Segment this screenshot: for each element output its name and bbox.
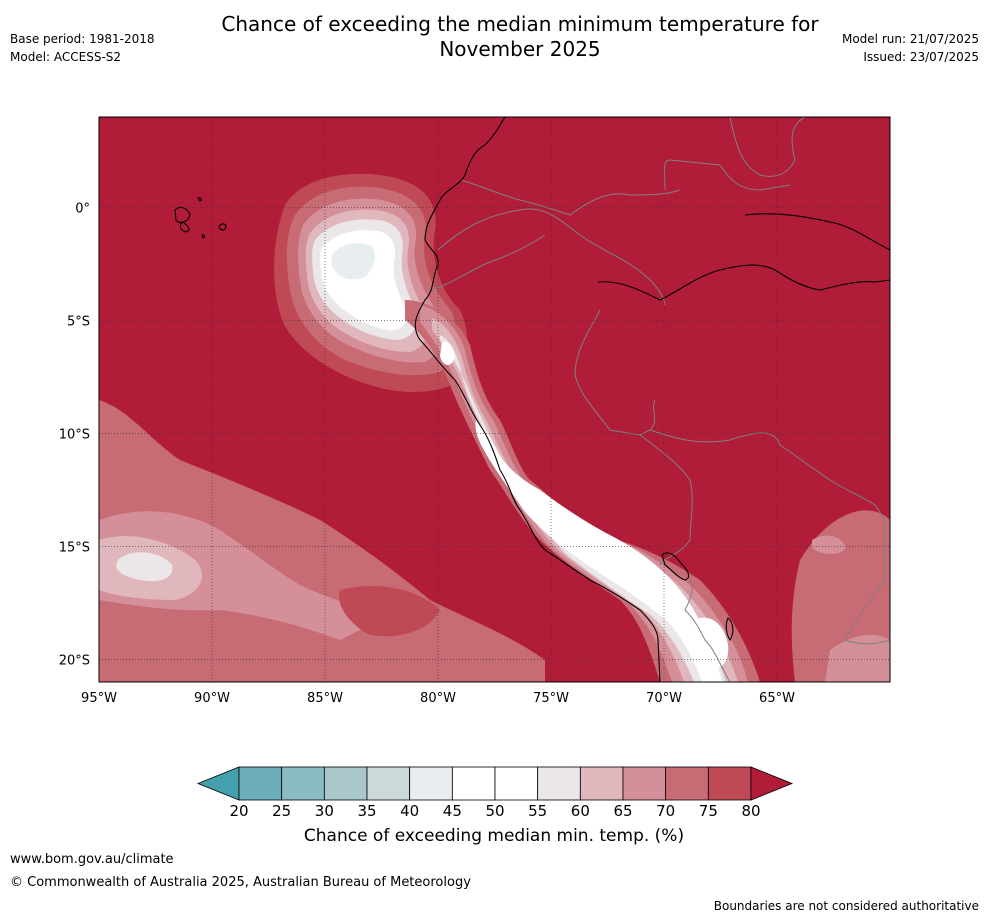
colorbar-label: Chance of exceeding median min. temp. (%… xyxy=(303,826,685,846)
contour-inland-patch-50 xyxy=(693,617,729,669)
lon-tick-label: 95°W xyxy=(81,691,117,706)
latitude-tick-labels: 0° 5°S 10°S 15°S 20°S xyxy=(59,201,90,668)
island-galapagos-2 xyxy=(179,221,190,233)
border-peru-bolivia xyxy=(639,434,693,566)
colorbar-swatch xyxy=(622,766,667,801)
base-period-text: Base period: 1981-2018 xyxy=(10,32,155,46)
colorbar-tick-label: 75 xyxy=(699,802,718,820)
longitude-tick-labels: 95°W 90°W 85°W 80°W 75°W 70°W 65°W xyxy=(81,691,795,706)
border-colombia-venezuela xyxy=(459,179,681,216)
colorbar-extend-low xyxy=(196,766,240,801)
border-peru-brazil xyxy=(574,309,656,436)
model-run-text: Model run: 21/07/2025 xyxy=(841,32,979,46)
border-brazil-north xyxy=(729,117,806,177)
map-title: Chance of exceeding the median minimum t… xyxy=(140,12,900,62)
colorbar-tick-labels: 20 25 30 35 40 45 50 55 60 65 70 75 80 xyxy=(229,802,760,820)
colorbar-tick-label: 45 xyxy=(443,802,462,820)
contour-coastal-patch-50 xyxy=(440,341,455,365)
colorbar-tick-label: 40 xyxy=(400,802,419,820)
colorbar-swatch xyxy=(665,766,709,801)
contour-southeast-65 xyxy=(825,634,890,682)
border-colombia-ecuador xyxy=(437,208,666,306)
model-text: Model: ACCESS-S2 xyxy=(10,50,122,64)
map-frame xyxy=(98,116,891,683)
colorbar-tick-label: 20 xyxy=(229,802,248,820)
border-chile-bolivia xyxy=(684,579,731,682)
colorbar-tick-label: 65 xyxy=(613,802,632,820)
map-area xyxy=(99,117,890,682)
colorbar-tick-label: 50 xyxy=(485,802,504,820)
footer-url[interactable]: www.bom.gov.au/climate xyxy=(10,852,174,867)
contour-east-patch-65 xyxy=(812,535,846,554)
coastline-amazon-river xyxy=(597,264,890,301)
colorbar-swatch xyxy=(238,766,283,801)
lat-tick-label: 15°S xyxy=(59,540,90,555)
lon-tick-label: 75°W xyxy=(533,691,569,706)
footer-copyright: © Commonwealth of Australia 2025, Austra… xyxy=(10,875,471,890)
colorbar-swatch xyxy=(494,766,539,801)
colorbar-extend-high xyxy=(750,766,794,801)
lon-tick-label: 70°W xyxy=(646,691,682,706)
issued-text: Issued: 23/07/2025 xyxy=(863,50,979,64)
lat-tick-label: 20°S xyxy=(59,653,90,668)
lat-tick-label: 10°S xyxy=(59,427,90,442)
contour-coastal-50 xyxy=(475,420,722,682)
contour-southwest-55 xyxy=(116,552,173,582)
colorbar-swatch xyxy=(579,766,624,801)
colorbar-swatch xyxy=(409,766,453,801)
contour-southwest-65 xyxy=(99,511,380,640)
colorbar-swatch xyxy=(281,766,325,801)
title-line-1: Chance of exceeding the median minimum t… xyxy=(221,12,819,36)
colorbar-swatch xyxy=(366,766,411,801)
colorbar-tick-label: 30 xyxy=(315,802,334,820)
colorbar-swatch xyxy=(707,766,752,801)
colorbar-tick-label: 60 xyxy=(571,802,590,820)
lon-tick-label: 85°W xyxy=(307,691,343,706)
lon-tick-label: 90°W xyxy=(194,691,230,706)
colorbar-tick-label: 80 xyxy=(741,802,760,820)
border-bolivia-brazil xyxy=(844,520,890,645)
metadata-left: Base period: 1981-2018 Model: ACCESS-S2 xyxy=(10,30,155,66)
border-ecuador-peru xyxy=(429,234,546,291)
colorbar-tick-label: 35 xyxy=(357,802,376,820)
island-galapagos-4 xyxy=(197,197,203,202)
border-bolivia xyxy=(649,429,886,521)
country-boundaries xyxy=(429,117,890,682)
title-line-2: November 2025 xyxy=(439,37,601,61)
colorbar-swatch xyxy=(323,766,368,801)
lat-tick-label: 0° xyxy=(75,201,90,216)
colorbar-tick-label: 70 xyxy=(656,802,675,820)
island-galapagos-5 xyxy=(201,234,206,239)
lake-titicaca xyxy=(661,552,690,581)
border-colombia-brazil xyxy=(663,159,791,191)
contour-south-patch-70 xyxy=(339,586,440,637)
island-galapagos-3 xyxy=(218,223,227,231)
contour-north-45 xyxy=(331,242,375,280)
footer-disclaimer: Boundaries are not considered authoritat… xyxy=(713,899,979,913)
lake-poopo xyxy=(725,617,734,642)
colorbar xyxy=(196,766,794,801)
lat-tick-label: 5°S xyxy=(67,314,90,329)
colorbar-tick-label: 55 xyxy=(528,802,547,820)
colorbar-swatch xyxy=(451,766,496,801)
coastline-rio-negro xyxy=(744,213,890,251)
colorbar-tick-label: 25 xyxy=(272,802,291,820)
graticule xyxy=(99,117,890,682)
metadata-right: Model run: 21/07/2025 Issued: 23/07/2025 xyxy=(842,30,979,66)
colorbar-swatch xyxy=(537,766,581,801)
lon-tick-label: 65°W xyxy=(759,691,795,706)
lon-tick-label: 80°W xyxy=(420,691,456,706)
